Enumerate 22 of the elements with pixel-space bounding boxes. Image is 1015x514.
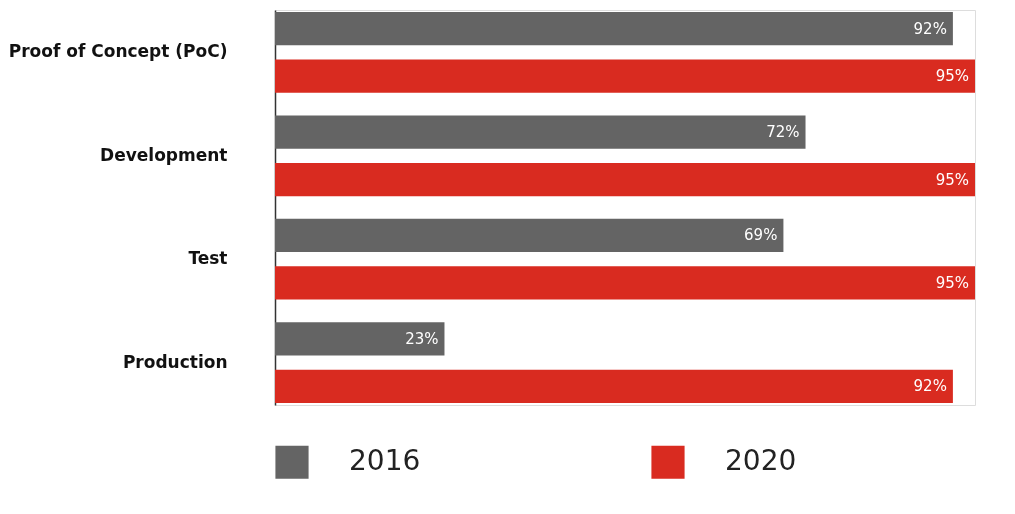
y-tick-label: Test <box>188 248 228 269</box>
bar <box>275 322 445 356</box>
bar <box>275 266 975 300</box>
data-label: 95% <box>935 67 969 86</box>
data-label: 72% <box>766 123 800 142</box>
data-label: 92% <box>913 19 947 38</box>
data-label: 23% <box>405 329 439 348</box>
data-label: 95% <box>935 273 969 292</box>
legend-label: 2020 <box>725 444 797 478</box>
data-label: 95% <box>935 170 969 189</box>
bar <box>275 12 953 46</box>
legend-label: 2016 <box>349 444 421 478</box>
bar <box>275 162 975 197</box>
bar <box>275 115 806 149</box>
y-tick-label: Development <box>100 144 228 165</box>
bar <box>275 369 953 403</box>
y-tick-label: Proof of Concept (PoC) <box>8 41 228 62</box>
y-tick-label: Production <box>122 351 228 372</box>
data-label: 92% <box>913 377 947 396</box>
data-label: 69% <box>744 226 778 245</box>
bar <box>275 59 975 93</box>
bar <box>275 218 784 253</box>
